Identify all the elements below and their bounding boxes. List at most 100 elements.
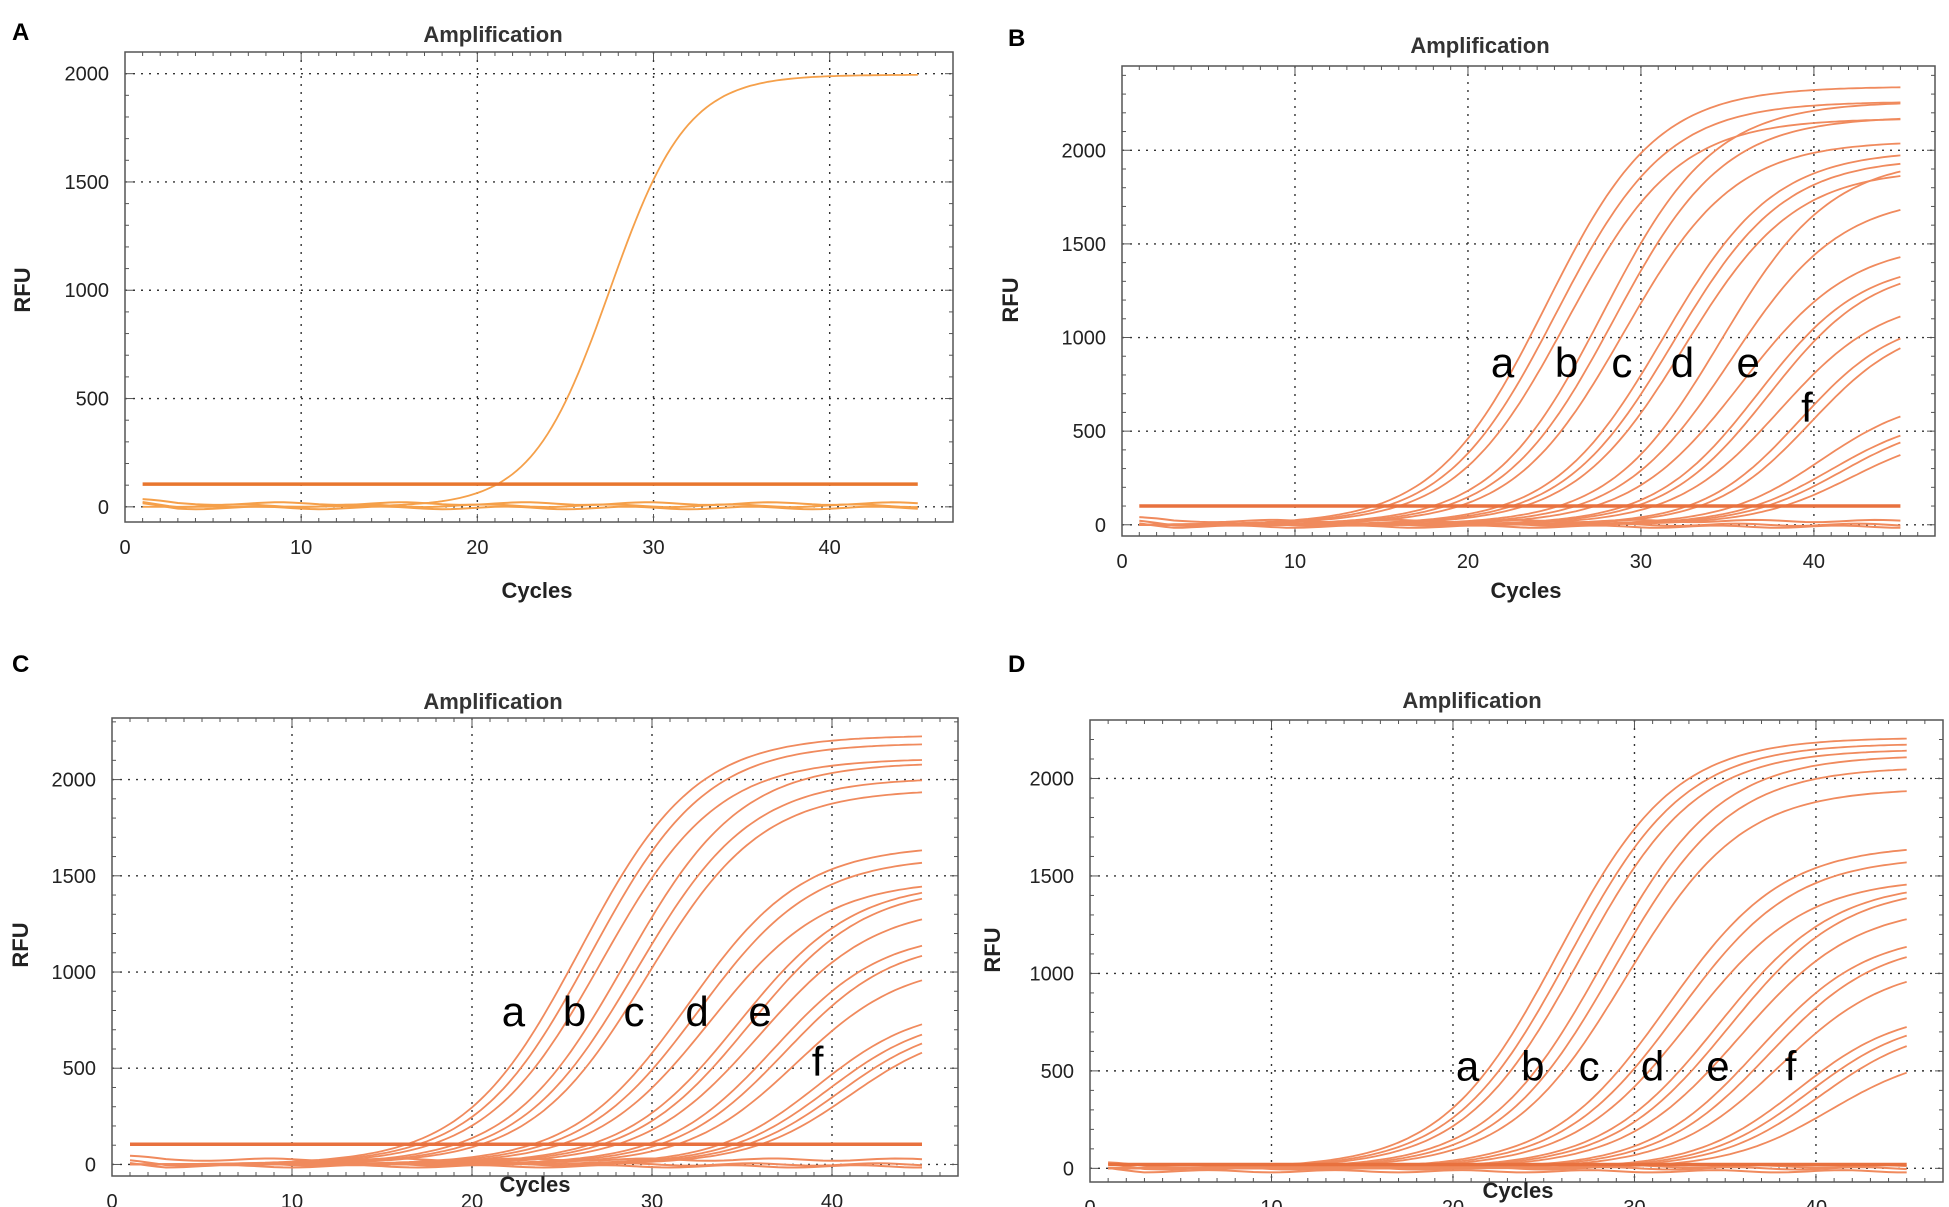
baseline-trace — [142, 501, 918, 509]
curve-label-d: d — [685, 988, 708, 1035]
amplification-curve-d — [1108, 891, 1907, 1170]
y-axis-label: RFU — [998, 277, 1023, 322]
curve-label-c: c — [1611, 339, 1632, 386]
panel-letter: B — [1008, 25, 1025, 52]
amplification-curve-a — [1139, 86, 1901, 526]
y-tick-label: 1500 — [1062, 234, 1107, 256]
y-tick-label: 1000 — [1062, 328, 1107, 350]
y-tick-label: 500 — [1073, 421, 1106, 443]
y-tick-label: 2000 — [65, 64, 110, 86]
amplification-curve-b — [1139, 117, 1901, 526]
amplification-curve-f — [1139, 415, 1901, 526]
amplification-curve — [142, 74, 918, 508]
y-axis-label: RFU — [10, 267, 35, 312]
x-tick-label: 0 — [1084, 1197, 1095, 1207]
curve-label-f: f — [812, 1038, 824, 1085]
curve-label-f: f — [1801, 384, 1813, 431]
curve-label-d: d — [1671, 339, 1694, 386]
curve-label-c: c — [624, 988, 645, 1035]
amplification-curve-a — [1139, 118, 1901, 526]
x-tick-label: 10 — [1284, 551, 1306, 573]
curve-label-e: e — [1737, 339, 1760, 386]
x-tick-label: 40 — [821, 1191, 843, 1207]
y-tick-label: 500 — [1041, 1061, 1074, 1083]
curve-label-a: a — [1491, 339, 1515, 386]
x-tick-label: 40 — [1805, 1197, 1827, 1207]
x-tick-label: 10 — [290, 537, 312, 559]
curve-label-e: e — [748, 988, 771, 1035]
curve-label-a: a — [502, 988, 526, 1035]
x-tick-label: 30 — [1630, 551, 1652, 573]
curve-label-c: c — [1579, 1043, 1600, 1090]
amplification-curve-d — [1139, 170, 1901, 526]
amplification-curve-d — [130, 918, 923, 1166]
panel-letter: D — [1008, 651, 1025, 678]
chart-title: Amplification — [1410, 33, 1549, 58]
amplification-curve-d — [1108, 897, 1907, 1170]
x-tick-label: 10 — [1260, 1197, 1282, 1207]
x-axis-label: Cycles — [500, 1172, 571, 1197]
amplification-curve-c — [1108, 861, 1907, 1170]
amplification-curve-c — [1108, 883, 1907, 1170]
x-tick-label: 30 — [641, 1191, 663, 1207]
amplification-curve-a — [1108, 743, 1907, 1170]
y-tick-label: 0 — [1063, 1158, 1074, 1180]
amplification-curve-f — [1139, 454, 1901, 526]
y-tick-label: 2000 — [52, 770, 97, 792]
panel-b: B Amplification 0 10 20 30 40 0 500 1000 1500 2000 C… — [998, 25, 1936, 603]
y-tick-label: 2000 — [1062, 140, 1107, 162]
amplification-curve-a — [1108, 749, 1907, 1170]
amplification-curve-f — [1139, 441, 1901, 526]
curve-label-d: d — [1641, 1043, 1664, 1090]
x-tick-label: 20 — [1442, 1197, 1464, 1207]
amplification-curve-b — [1108, 790, 1907, 1170]
y-tick-label: 1500 — [52, 866, 97, 888]
x-tick-label: 0 — [119, 537, 130, 559]
amplification-curve-e — [130, 979, 923, 1166]
curve-label-f: f — [1785, 1043, 1797, 1090]
chart-title: Amplification — [423, 22, 562, 47]
y-tick-label: 2000 — [1030, 768, 1075, 790]
x-tick-label: 40 — [1803, 551, 1825, 573]
x-tick-label: 10 — [281, 1191, 303, 1207]
x-axis-label: Cycles — [1483, 1178, 1554, 1203]
curve-label-a: a — [1456, 1043, 1480, 1090]
chart-title: Amplification — [1402, 688, 1541, 713]
y-tick-label: 500 — [63, 1058, 96, 1080]
x-tick-label: 0 — [106, 1191, 117, 1207]
panel-letter: C — [12, 651, 29, 678]
y-tick-label: 1000 — [65, 280, 110, 302]
curve-label-b: b — [1555, 339, 1578, 386]
y-tick-label: 500 — [76, 389, 109, 411]
plot-frame — [124, 51, 954, 523]
x-axis-label: Cycles — [1491, 578, 1562, 603]
amplification-curve-c — [130, 861, 923, 1166]
baseline-trace — [1139, 522, 1901, 529]
y-tick-label: 0 — [1095, 515, 1106, 537]
x-tick-label: 20 — [461, 1191, 483, 1207]
y-tick-label: 0 — [98, 497, 109, 519]
curve-label-e: e — [1706, 1043, 1729, 1090]
y-tick-label: 1000 — [52, 962, 97, 984]
baseline-trace — [129, 1162, 922, 1169]
panel-a: A Amplification 0 10 20 30 40 0 500 1000 1500 2000 C… — [10, 19, 954, 603]
y-tick-label: 1500 — [65, 172, 110, 194]
amplification-curve-f — [1108, 1071, 1908, 1170]
x-axis-label: Cycles — [502, 578, 573, 603]
amplification-curve-d — [1139, 256, 1901, 526]
x-tick-label: 30 — [1623, 1197, 1645, 1207]
amplification-curve-a — [1108, 737, 1907, 1170]
amplification-curve-d — [1139, 209, 1901, 526]
amplification-curve-e — [1139, 276, 1901, 526]
amplification-curve-e — [130, 944, 923, 1166]
x-tick-label: 40 — [819, 537, 841, 559]
amplification-curve-a — [130, 743, 923, 1166]
amplification-curve-c — [1139, 175, 1901, 526]
y-tick-label: 1000 — [1030, 963, 1075, 985]
curve-label-b: b — [1521, 1043, 1544, 1090]
x-tick-label: 20 — [466, 537, 488, 559]
panel-c: C Amplification 0 10 20 30 40 0 500 1000 1500 2000 C… — [8, 651, 959, 1207]
chart-title: Amplification — [423, 689, 562, 714]
panel-letter: A — [12, 19, 29, 46]
